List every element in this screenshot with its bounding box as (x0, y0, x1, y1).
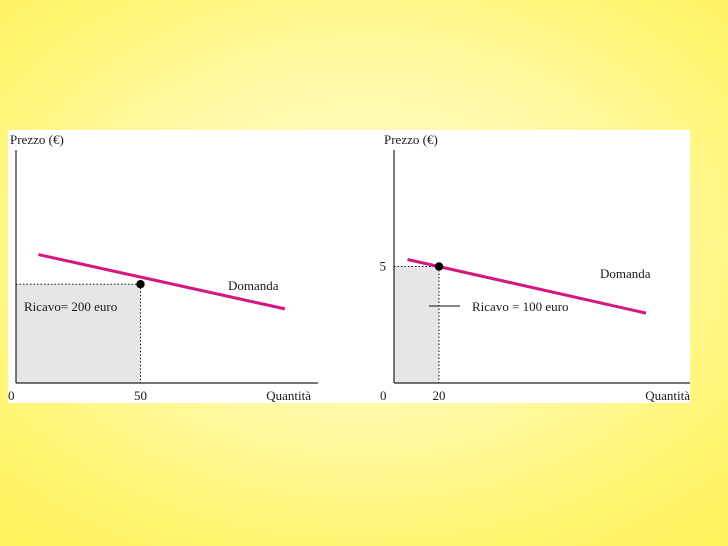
x-axis-title: Quantità (645, 388, 690, 403)
y-tick-label-price: 4 (8, 276, 9, 291)
demand-label: Domanda (228, 278, 279, 293)
y-axis-title: Prezzo (€) (384, 132, 438, 147)
revenue-annotation: Ricavo = 100 euro (472, 299, 569, 314)
equilibrium-point (434, 262, 444, 271)
demand-label: Domanda (600, 266, 651, 281)
chart-2: Domanda Prezzo (€) Quantità 0 20 5 Ricavo = 10… (380, 132, 690, 403)
demand-line (407, 258, 647, 315)
chart-1: Domanda Prezzo (€) Quantità 0 50 4 Ricavo= 200… (8, 132, 318, 403)
x-tick-label-0: 0 (8, 388, 15, 403)
x-axis-title: Quantità (266, 388, 311, 403)
revenue-area (394, 266, 439, 383)
equilibrium-point (136, 280, 145, 289)
x-tick-label-0: 0 (380, 388, 387, 403)
x-tick-label-quantity: 20 (433, 388, 446, 403)
y-axis-title: Prezzo (€) (10, 132, 64, 147)
demand-line (38, 253, 286, 311)
x-tick-label-quantity: 50 (134, 388, 147, 403)
revenue-annotation: Ricavo= 200 euro (24, 299, 117, 314)
y-tick-label-price: 5 (380, 259, 387, 274)
revenue-area (16, 284, 141, 383)
